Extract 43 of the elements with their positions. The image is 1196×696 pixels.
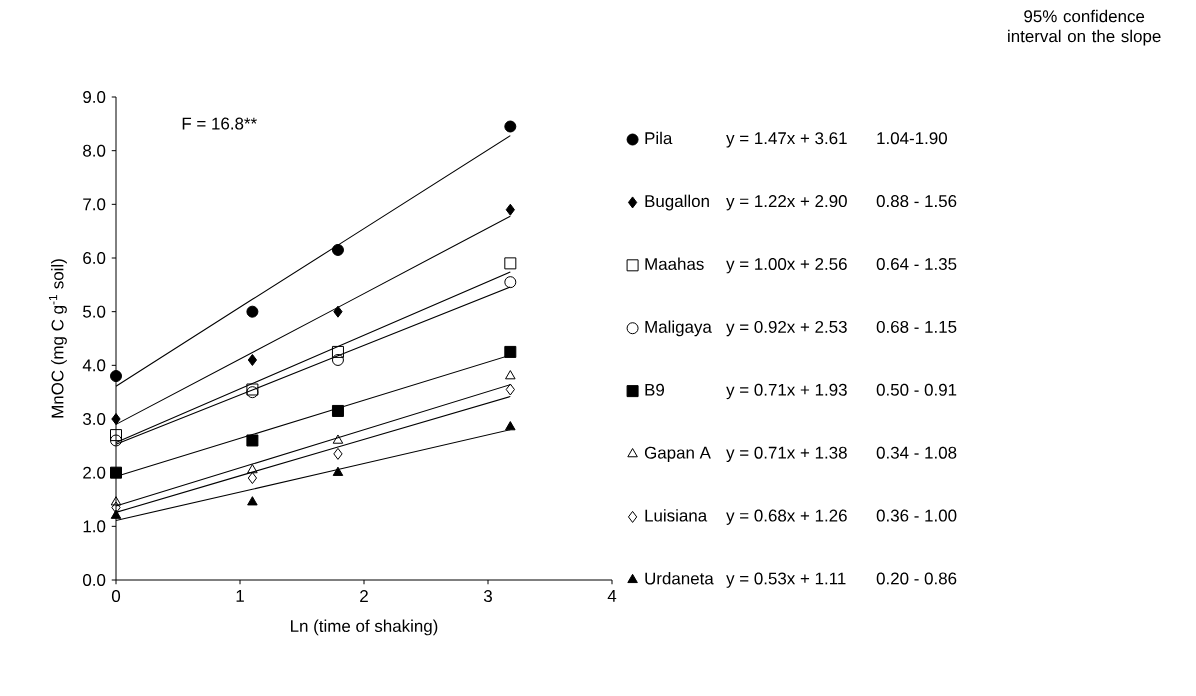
y-tick-label: 4.0 <box>82 359 106 372</box>
annotation: F = 16.8** <box>182 117 257 130</box>
text: 0.20 - 0.86 <box>876 572 957 585</box>
text: 0.50 - 0.91 <box>876 383 957 396</box>
y-tick-label: 6.0 <box>83 252 106 264</box>
y-tick-label: 8.0 <box>83 144 106 157</box>
y-tick-label: 3.0 <box>83 413 106 425</box>
text: 0.88 - 1.56 <box>876 195 957 208</box>
x-tick-label: 4 <box>607 590 617 602</box>
legend-label: Maligaya <box>645 320 712 337</box>
legend-label: Maahas <box>645 257 704 270</box>
text: y = 1.00x + 2.56 <box>726 257 847 274</box>
text: y = 0.53x + 1.11 <box>726 572 846 588</box>
y-tick-label: 1.0 <box>83 520 106 533</box>
text: y = 1.47x + 3.61 <box>726 132 847 148</box>
y-tick-label: 7.0 <box>83 198 106 211</box>
y-tick-label: 0.0 <box>83 574 106 586</box>
text: 1.04-1.90 <box>877 132 947 145</box>
x-tick-label: 0 <box>111 590 121 603</box>
text: 0.36 - 1.00 <box>876 509 957 522</box>
text: y = 0.71x + 1.93 <box>726 383 847 400</box>
x-tick-label: 3 <box>483 590 492 603</box>
legend-label: Bugallon <box>645 194 709 211</box>
text: 0.68 - 1.15 <box>876 320 957 333</box>
legend-label: Gapan A <box>644 446 711 463</box>
text: 0.64 - 1.35 <box>876 257 957 270</box>
text: 95% confidence interval on the slope <box>1008 9 1161 46</box>
y-tick-label: 2.0 <box>83 466 106 479</box>
legend-label: Luisiana <box>645 509 708 522</box>
y-tick-label: 5.0 <box>83 305 106 318</box>
text: y = 0.68x + 1.26 <box>726 509 847 525</box>
legend-label: Urdaneta <box>645 572 714 585</box>
legend-label: B9 <box>645 383 664 396</box>
text: y = 0.71x + 1.38 <box>726 446 847 463</box>
y-axis-title: MnOC (mg C g$^{-1}$ soil) <box>48 259 67 418</box>
x-axis-title: Ln (time of shaking) <box>291 619 438 636</box>
x-tick-label: 1 <box>236 590 244 602</box>
legend-label: Pila <box>645 131 673 145</box>
text: 0.34 - 1.08 <box>876 446 957 459</box>
text: y = 0.92x + 2.53 <box>726 320 847 337</box>
y-tick-label: 9.0 <box>83 91 106 104</box>
x-tick-label: 2 <box>360 590 368 602</box>
text: y = 1.22x + 2.90 <box>726 195 847 211</box>
